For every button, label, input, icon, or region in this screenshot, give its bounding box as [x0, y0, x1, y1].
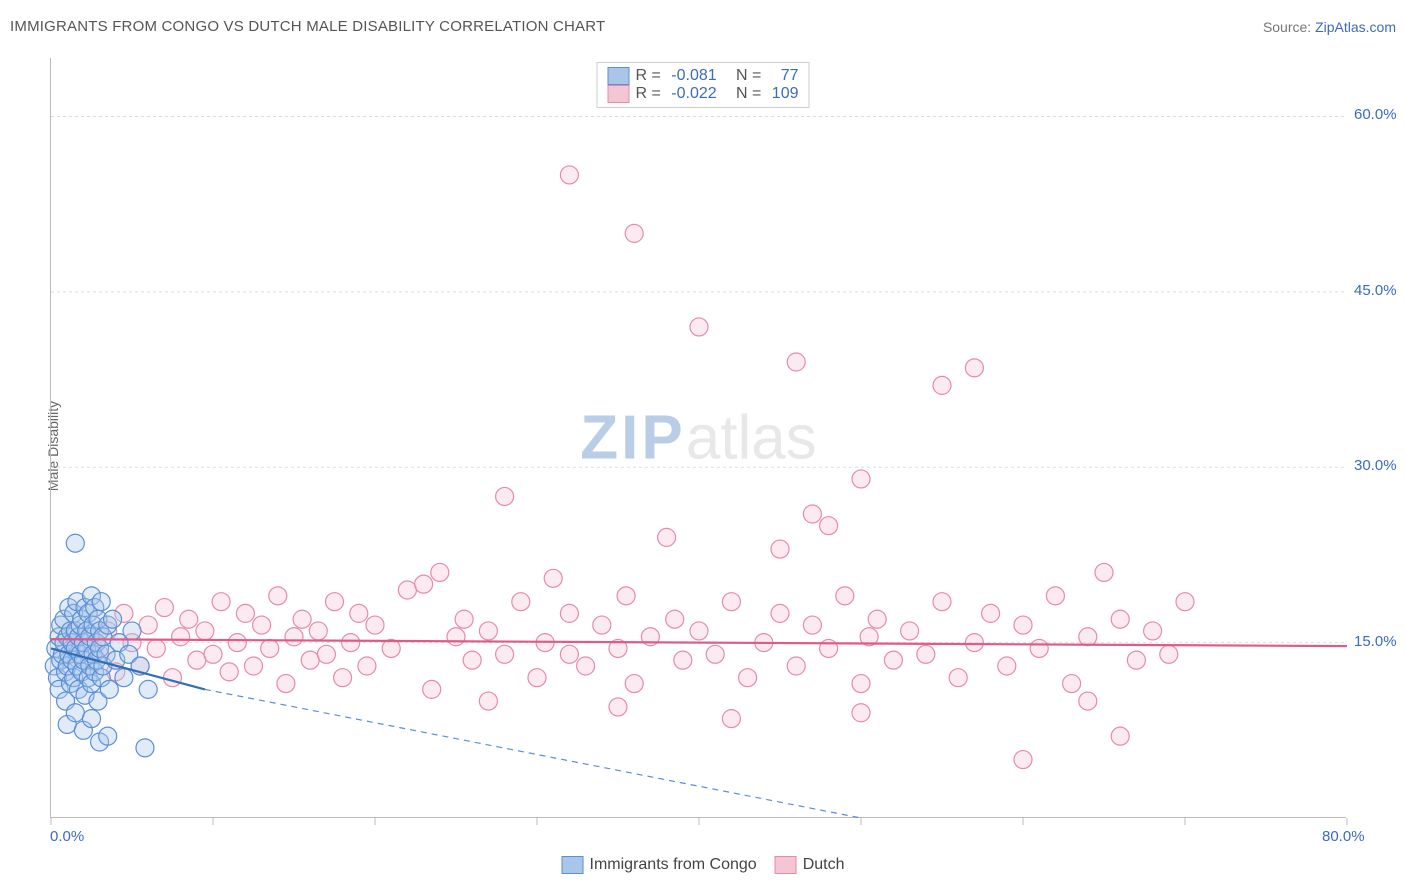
- x-tick-label: 0.0%: [50, 828, 84, 845]
- n-value-dutch: 109: [772, 85, 799, 103]
- chart-root: IMMIGRANTS FROM CONGO VS DUTCH MALE DISA…: [0, 0, 1406, 892]
- legend-label-congo: Immigrants from Congo: [590, 856, 757, 874]
- swatch-congo-bottom: [562, 856, 584, 874]
- r-value-dutch: -0.022: [671, 85, 716, 103]
- y-tick-label: 15.0%: [1354, 633, 1397, 650]
- n-value-congo: 77: [772, 67, 799, 85]
- source-attribution: Source: ZipAtlas.com: [1263, 19, 1396, 35]
- plot-area: ZIPatlas: [50, 58, 1346, 818]
- source-name: ZipAtlas.com: [1315, 19, 1396, 35]
- title-bar: IMMIGRANTS FROM CONGO VS DUTCH MALE DISA…: [10, 18, 1396, 35]
- source-prefix: Source:: [1263, 19, 1315, 35]
- y-tick-label: 45.0%: [1354, 282, 1397, 299]
- legend-row-dutch: R = -0.022 N = 109: [608, 85, 799, 103]
- series-legend: Immigrants from Congo Dutch: [562, 856, 845, 874]
- x-tick-label: 80.0%: [1322, 828, 1365, 845]
- swatch-congo: [608, 67, 630, 85]
- legend-item-congo: Immigrants from Congo: [562, 856, 757, 874]
- correlation-legend: R = -0.081 N = 77 R = -0.022 N = 109: [597, 62, 810, 108]
- r-label: R =: [636, 67, 666, 85]
- r-label: R =: [636, 85, 666, 103]
- r-value-congo: -0.081: [671, 67, 716, 85]
- y-tick-label: 30.0%: [1354, 457, 1397, 474]
- regression-layer: [51, 58, 1346, 817]
- legend-row-congo: R = -0.081 N = 77: [608, 67, 799, 85]
- n-label: N =: [723, 85, 766, 103]
- legend-label-dutch: Dutch: [803, 856, 845, 874]
- legend-item-dutch: Dutch: [775, 856, 845, 874]
- chart-title: IMMIGRANTS FROM CONGO VS DUTCH MALE DISA…: [10, 18, 605, 35]
- swatch-dutch: [608, 85, 630, 103]
- y-tick-label: 60.0%: [1354, 106, 1397, 123]
- swatch-dutch-bottom: [775, 856, 797, 874]
- n-label: N =: [723, 67, 766, 85]
